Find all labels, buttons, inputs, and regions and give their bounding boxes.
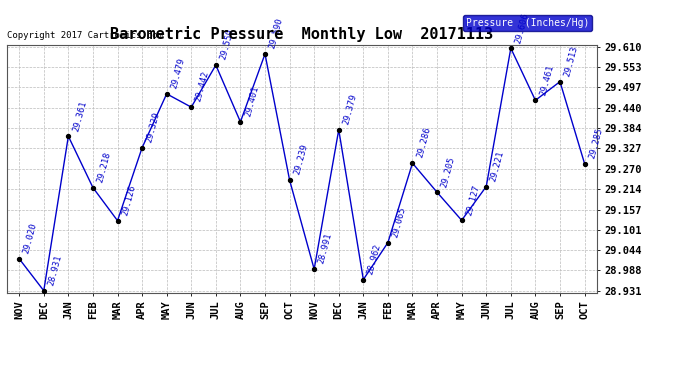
Text: 29.286: 29.286 — [415, 126, 432, 159]
Text: 28.931: 28.931 — [46, 254, 63, 286]
Point — [137, 145, 148, 151]
Point — [407, 160, 418, 166]
Point — [259, 51, 270, 57]
Text: 29.239: 29.239 — [293, 143, 309, 176]
Point — [14, 256, 25, 262]
Title: Barometric Pressure  Monthly Low  20171113: Barometric Pressure Monthly Low 20171113 — [110, 27, 493, 42]
Text: 29.401: 29.401 — [243, 85, 260, 118]
Text: 29.559: 29.559 — [219, 28, 235, 61]
Point — [308, 266, 319, 272]
Point — [210, 62, 221, 68]
Point — [284, 177, 295, 183]
Text: 29.461: 29.461 — [538, 63, 555, 96]
Point — [112, 217, 123, 223]
Legend: Pressure  (Inches/Hg): Pressure (Inches/Hg) — [463, 15, 592, 31]
Point — [456, 217, 467, 223]
Text: 29.329: 29.329 — [145, 111, 161, 144]
Point — [358, 277, 369, 283]
Text: 29.218: 29.218 — [96, 151, 112, 183]
Text: 29.126: 29.126 — [120, 184, 137, 216]
Point — [530, 98, 541, 104]
Point — [235, 119, 246, 125]
Point — [186, 104, 197, 110]
Text: 28.991: 28.991 — [317, 232, 334, 265]
Point — [579, 160, 590, 166]
Point — [505, 45, 516, 51]
Text: 29.127: 29.127 — [464, 183, 482, 216]
Point — [481, 183, 492, 189]
Text: 29.442: 29.442 — [194, 70, 211, 103]
Text: 29.065: 29.065 — [391, 206, 408, 238]
Point — [431, 189, 442, 195]
Text: 29.606: 29.606 — [513, 11, 531, 44]
Text: Copyright 2017 Cartronics.com: Copyright 2017 Cartronics.com — [7, 31, 163, 40]
Text: 29.020: 29.020 — [22, 222, 39, 255]
Text: 29.513: 29.513 — [563, 45, 580, 78]
Point — [555, 79, 566, 85]
Text: 28.962: 28.962 — [366, 243, 383, 275]
Text: 29.590: 29.590 — [268, 17, 285, 50]
Point — [88, 184, 99, 190]
Text: 29.479: 29.479 — [170, 57, 186, 90]
Text: 29.361: 29.361 — [71, 99, 88, 132]
Text: 29.205: 29.205 — [440, 155, 457, 188]
Text: 29.379: 29.379 — [342, 93, 358, 126]
Point — [333, 127, 344, 133]
Text: 29.221: 29.221 — [489, 150, 506, 182]
Text: 29.285: 29.285 — [587, 127, 604, 159]
Point — [63, 133, 74, 139]
Point — [38, 288, 49, 294]
Point — [382, 240, 393, 246]
Point — [161, 91, 172, 97]
